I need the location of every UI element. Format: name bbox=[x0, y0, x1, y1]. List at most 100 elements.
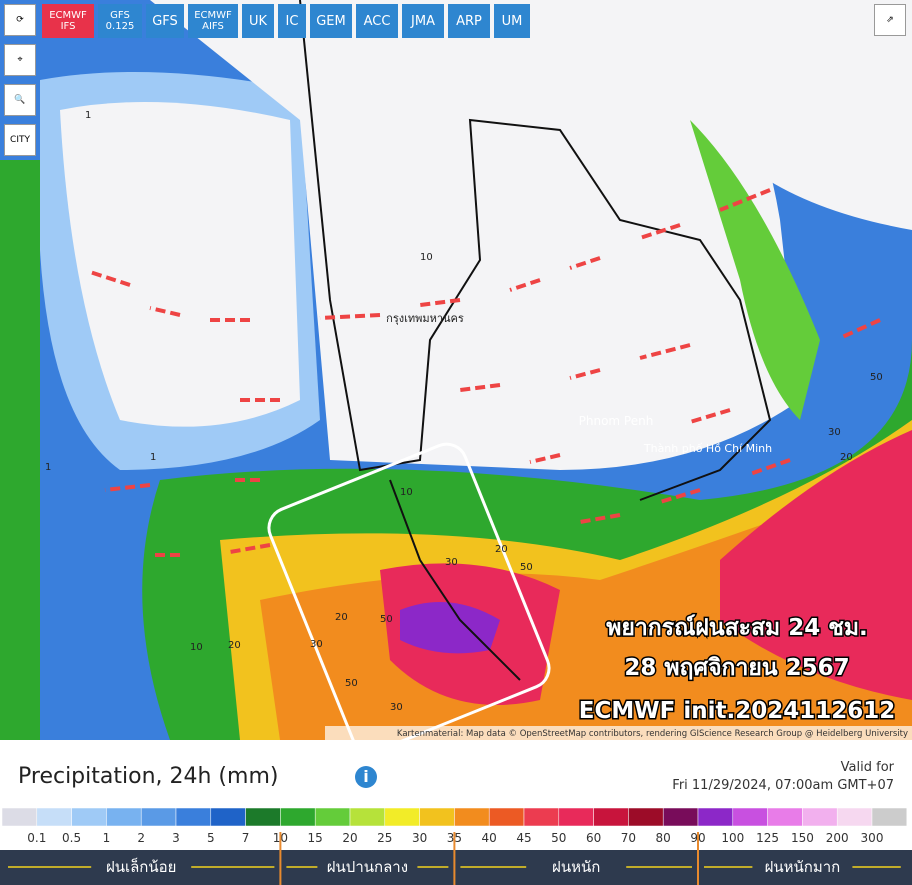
model-button[interactable]: GFS 0.125 bbox=[98, 4, 142, 38]
contour-label: 50 bbox=[380, 614, 393, 625]
model-button[interactable]: IC bbox=[278, 4, 306, 38]
contour-label: 30 bbox=[445, 557, 458, 568]
scale-tick-label: 70 bbox=[621, 831, 636, 845]
scale-tick-label: 1 bbox=[103, 831, 111, 845]
category-label: ฝนปานกลาง bbox=[327, 858, 408, 876]
scale-tick-label: 45 bbox=[516, 831, 531, 845]
contour-label: 20 bbox=[495, 544, 508, 555]
scale-tick-label: 200 bbox=[826, 831, 849, 845]
legend-title: Precipitation, 24h (mm) bbox=[18, 764, 279, 789]
model-button[interactable]: ECMWF AIFS bbox=[188, 4, 238, 38]
land-dry bbox=[660, 0, 912, 230]
location-button[interactable]: ⌖ bbox=[4, 44, 36, 76]
refresh-button[interactable]: ⟳ bbox=[4, 4, 36, 36]
contour-label: 10 bbox=[400, 487, 413, 498]
rain-area bbox=[0, 160, 40, 740]
overlay-text: ECMWF init.2024112612 bbox=[579, 698, 895, 724]
model-button[interactable]: UM bbox=[494, 4, 530, 38]
scale-tick-label: 150 bbox=[791, 831, 814, 845]
legend-panel: Precipitation, 24h (mm) i Valid for Fri … bbox=[0, 740, 912, 885]
scale-cell bbox=[697, 807, 734, 827]
model-button[interactable]: UK bbox=[242, 4, 274, 38]
place-label: กรุงเทพมหานคร bbox=[386, 312, 464, 325]
scale-cell bbox=[662, 807, 699, 827]
scale-tick-label: 50 bbox=[551, 831, 566, 845]
model-button[interactable]: ARP bbox=[448, 4, 490, 38]
scale-cell bbox=[210, 807, 246, 827]
scale-cell bbox=[558, 807, 594, 827]
contour-label: 30 bbox=[390, 702, 403, 713]
scale-cell bbox=[36, 807, 72, 827]
attribution: Kartenmaterial: Map data © OpenStreetMap… bbox=[397, 729, 908, 739]
contour-label: 30 bbox=[828, 427, 841, 438]
scale-cell bbox=[71, 807, 107, 827]
highlight-box bbox=[267, 442, 551, 740]
scale-cell bbox=[488, 807, 525, 827]
band-label-bg bbox=[526, 857, 627, 877]
model-button[interactable]: GEM bbox=[310, 4, 352, 38]
scale-tick-label: 100 bbox=[721, 831, 744, 845]
info-button[interactable]: i bbox=[355, 766, 377, 788]
contour-label: 10 bbox=[420, 252, 433, 263]
share-button[interactable]: ⇗ bbox=[874, 4, 906, 36]
zoom-button[interactable]: 🔍 bbox=[4, 84, 36, 116]
scale-cell bbox=[106, 807, 142, 827]
contour-label: 50 bbox=[870, 372, 883, 383]
model-button[interactable]: ACC bbox=[356, 4, 398, 38]
scale-cell bbox=[349, 807, 386, 827]
scale-cell bbox=[384, 807, 420, 827]
scale-cell bbox=[454, 807, 490, 827]
scale-cell bbox=[419, 807, 455, 827]
model-button[interactable]: ECMWF IFS bbox=[42, 4, 94, 38]
rain-area bbox=[690, 120, 820, 420]
scale-tick-label: 7 bbox=[242, 831, 250, 845]
wind-arrows bbox=[89, 188, 881, 557]
contour-label: 50 bbox=[345, 678, 358, 689]
city-toggle[interactable]: CITY bbox=[4, 124, 36, 156]
scale-cell bbox=[280, 807, 316, 827]
scale-cell bbox=[871, 807, 908, 827]
overlay-text: พยากรณ์ฝนสะสม 24 ชม. bbox=[606, 614, 868, 641]
contour-label: 10 bbox=[190, 642, 203, 653]
scale-tick-label: 25 bbox=[377, 831, 392, 845]
scale-tick-label: 125 bbox=[756, 831, 779, 845]
valid-label: Valid for bbox=[840, 760, 894, 775]
color-scale: 0.10.51235710152025303540455060708090100… bbox=[0, 807, 912, 885]
map: กรุงเทพมหานคร Phnom Penh Thành phố Hồ Chí … bbox=[0, 0, 912, 740]
contour-label: 20 bbox=[228, 640, 241, 651]
scale-cell bbox=[836, 807, 873, 827]
scale-cell bbox=[245, 807, 281, 827]
scale-cell bbox=[628, 807, 664, 827]
scale-tick-label: 40 bbox=[482, 831, 497, 845]
place-label: Thành phố Hồ Chí Minh bbox=[643, 442, 772, 455]
category-label: ฝนหนัก bbox=[552, 858, 600, 876]
band-label-bg bbox=[752, 857, 853, 877]
dry-area bbox=[60, 102, 300, 427]
contour-label: 1 bbox=[45, 462, 51, 473]
contour-label: 20 bbox=[840, 452, 853, 463]
scale-cell bbox=[523, 807, 560, 827]
scale-cell bbox=[1, 807, 38, 827]
rain-area bbox=[380, 430, 912, 705]
scale-cell bbox=[175, 807, 212, 827]
scale-tick-label: 60 bbox=[586, 831, 601, 845]
scale-tick-label: 30 bbox=[412, 831, 427, 845]
contour-label: 1 bbox=[150, 452, 156, 463]
model-button[interactable]: JMA bbox=[402, 4, 444, 38]
scale-cell bbox=[140, 807, 177, 827]
rain-area bbox=[400, 602, 500, 654]
border bbox=[299, 0, 772, 681]
scale-cell bbox=[767, 807, 803, 827]
overlay-text: 28 พฤศจิกายน 2567 bbox=[624, 655, 849, 681]
band-label-bg bbox=[317, 857, 418, 877]
scale-tick-label: 80 bbox=[656, 831, 671, 845]
scale-cell bbox=[732, 807, 768, 827]
scale-tick-label: 2 bbox=[137, 831, 145, 845]
scale-cell bbox=[314, 807, 351, 827]
scale-tick-label: 0.5 bbox=[62, 831, 81, 845]
place-label: Phnom Penh bbox=[579, 414, 654, 428]
scale-tick-label: 300 bbox=[861, 831, 884, 845]
model-button[interactable]: GFS bbox=[146, 4, 184, 38]
contour-label: 1 bbox=[85, 110, 91, 121]
